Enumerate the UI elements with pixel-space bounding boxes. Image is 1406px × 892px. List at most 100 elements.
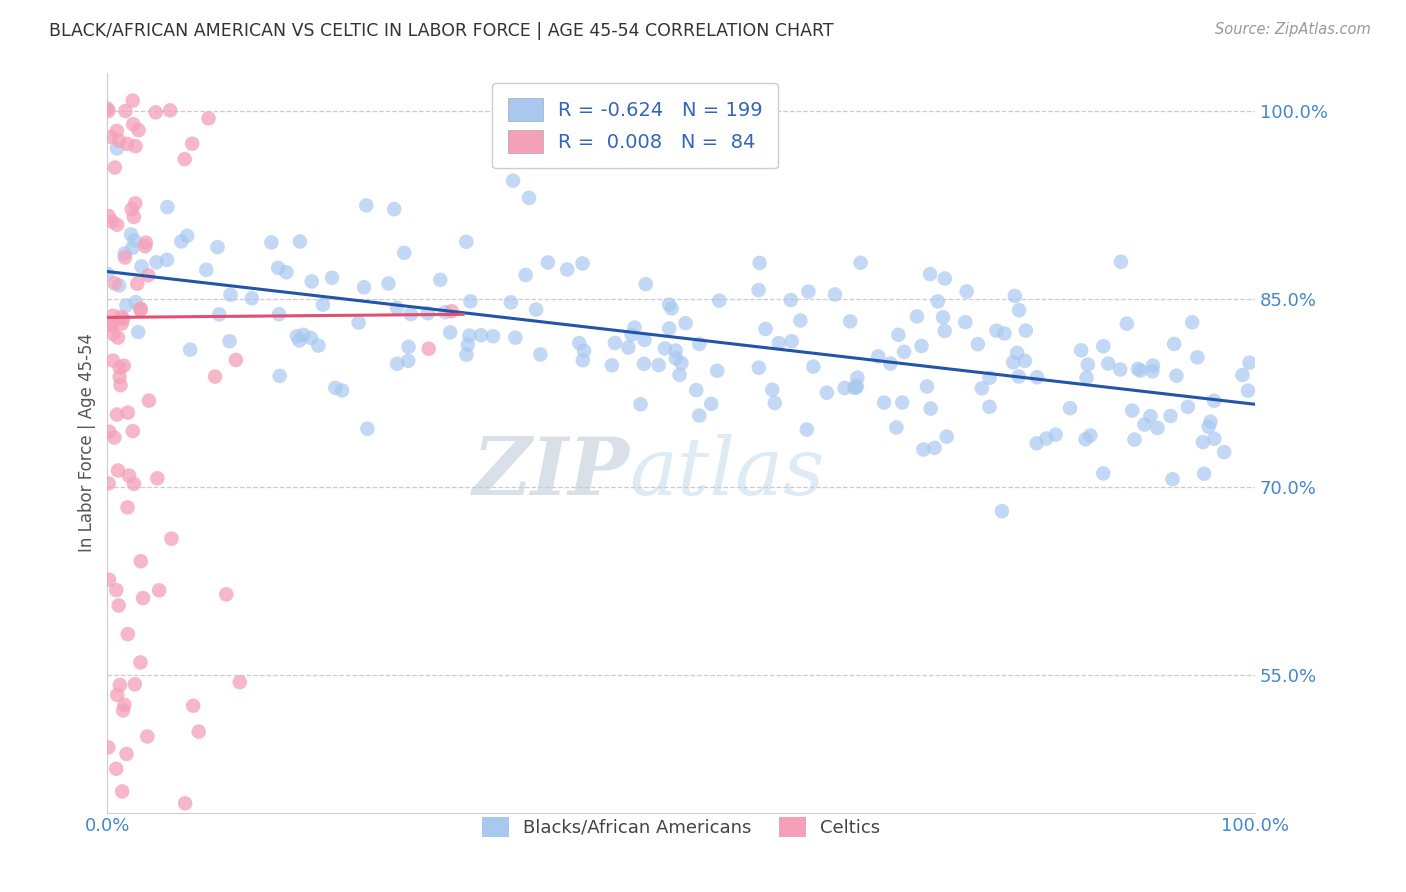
Point [97, 103, 120, 118]
Point [159, 103, 181, 118]
Point [356, 198, 378, 212]
Point [330, 384, 353, 398]
Point [299, 331, 322, 345]
Point [377, 277, 399, 291]
Point [132, 591, 155, 605]
Point [107, 331, 129, 345]
Point [456, 348, 478, 362]
Point [136, 730, 159, 744]
Point [103, 327, 125, 342]
Point [1160, 409, 1182, 423]
Point [110, 378, 132, 392]
Point [146, 471, 169, 485]
Point [515, 268, 537, 282]
Point [129, 554, 152, 568]
Point [385, 357, 408, 371]
Point [396, 354, 419, 368]
Point [768, 336, 790, 351]
Point [136, 268, 159, 283]
Point [1115, 317, 1137, 331]
Point [633, 357, 655, 371]
Point [1139, 409, 1161, 424]
Point [399, 307, 422, 321]
Point [416, 306, 439, 320]
Point [685, 383, 707, 397]
Point [105, 408, 128, 422]
Point [482, 329, 505, 343]
Point [460, 294, 482, 309]
Point [887, 327, 910, 342]
Point [110, 310, 132, 324]
Point [112, 359, 135, 373]
Point [796, 422, 818, 436]
Point [225, 353, 247, 368]
Point [665, 351, 688, 366]
Point [129, 301, 152, 316]
Point [927, 294, 949, 309]
Point [114, 698, 136, 712]
Point [891, 395, 914, 409]
Point [1015, 324, 1038, 338]
Point [170, 235, 193, 249]
Point [1163, 337, 1185, 351]
Point [260, 235, 283, 250]
Point [429, 273, 451, 287]
Point [932, 310, 955, 325]
Point [135, 235, 157, 250]
Point [104, 277, 127, 291]
Point [934, 324, 956, 338]
Point [524, 302, 547, 317]
Point [100, 130, 122, 145]
Point [661, 301, 683, 316]
Point [1121, 403, 1143, 417]
Point [107, 599, 129, 613]
Point [218, 334, 240, 348]
Point [1109, 362, 1132, 376]
Point [1014, 354, 1036, 368]
Point [101, 214, 124, 228]
Point [915, 379, 938, 393]
Point [173, 152, 195, 166]
Point [181, 698, 204, 713]
Point [1199, 415, 1222, 429]
Point [834, 381, 856, 395]
Point [148, 583, 170, 598]
Point [1004, 289, 1026, 303]
Point [568, 336, 591, 351]
Point [114, 103, 136, 118]
Point [1239, 356, 1261, 370]
Point [321, 270, 343, 285]
Point [763, 396, 786, 410]
Point [934, 271, 956, 285]
Point [105, 141, 128, 155]
Point [1192, 435, 1215, 450]
Point [505, 330, 527, 344]
Point [688, 337, 710, 351]
Point [1078, 428, 1101, 442]
Point [1181, 315, 1204, 329]
Point [502, 174, 524, 188]
Point [555, 262, 578, 277]
Point [156, 252, 179, 267]
Point [1025, 436, 1047, 450]
Point [108, 134, 131, 148]
Point [121, 424, 143, 438]
Point [920, 401, 942, 416]
Point [706, 364, 728, 378]
Point [121, 94, 143, 108]
Point [127, 325, 149, 339]
Point [654, 342, 676, 356]
Point [353, 280, 375, 294]
Point [120, 227, 142, 242]
Point [138, 393, 160, 408]
Point [912, 442, 935, 457]
Point [824, 287, 846, 301]
Point [617, 341, 640, 355]
Point [204, 369, 226, 384]
Point [108, 278, 131, 293]
Point [288, 334, 311, 348]
Point [748, 360, 770, 375]
Point [893, 344, 915, 359]
Point [700, 397, 723, 411]
Point [127, 277, 149, 291]
